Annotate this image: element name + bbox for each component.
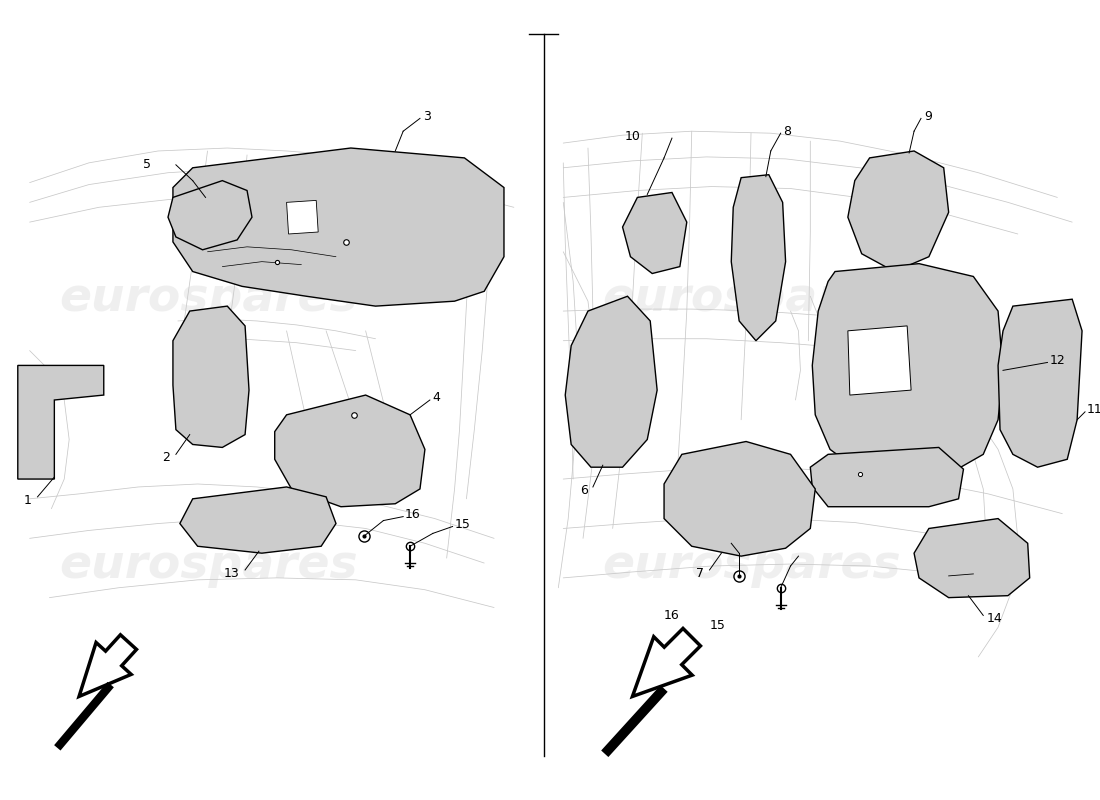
Text: 15: 15 xyxy=(454,518,471,531)
Polygon shape xyxy=(848,151,948,271)
Text: 13: 13 xyxy=(223,567,239,581)
Text: 5: 5 xyxy=(143,158,151,171)
Polygon shape xyxy=(168,181,252,250)
Polygon shape xyxy=(173,306,249,447)
Polygon shape xyxy=(275,395,425,506)
Polygon shape xyxy=(811,447,964,506)
Text: 12: 12 xyxy=(1049,354,1065,367)
Polygon shape xyxy=(664,442,815,556)
Text: 10: 10 xyxy=(625,130,640,142)
Text: 11: 11 xyxy=(1087,403,1100,416)
Polygon shape xyxy=(623,193,686,274)
Polygon shape xyxy=(179,487,336,553)
Text: 6: 6 xyxy=(580,485,588,498)
Polygon shape xyxy=(732,174,785,341)
Text: 16: 16 xyxy=(405,508,421,521)
Polygon shape xyxy=(173,148,504,306)
Text: 15: 15 xyxy=(710,619,725,632)
Polygon shape xyxy=(287,200,318,234)
Text: 14: 14 xyxy=(987,612,1002,625)
Text: eurospares: eurospares xyxy=(603,276,901,321)
Polygon shape xyxy=(848,326,911,395)
Text: 3: 3 xyxy=(422,110,431,123)
Text: 1: 1 xyxy=(24,494,32,507)
Text: 8: 8 xyxy=(782,125,791,138)
Text: 9: 9 xyxy=(924,110,932,123)
Polygon shape xyxy=(565,296,657,467)
Text: eurospares: eurospares xyxy=(59,543,358,588)
Text: 16: 16 xyxy=(664,609,680,622)
FancyArrow shape xyxy=(632,629,701,697)
Text: 2: 2 xyxy=(162,451,170,464)
Text: eurospares: eurospares xyxy=(59,276,358,321)
Polygon shape xyxy=(812,264,1003,479)
Polygon shape xyxy=(18,366,103,479)
Text: eurospares: eurospares xyxy=(603,543,901,588)
Polygon shape xyxy=(914,518,1030,598)
Polygon shape xyxy=(998,299,1082,467)
Text: 4: 4 xyxy=(432,390,441,403)
FancyArrow shape xyxy=(79,634,136,697)
Text: 7: 7 xyxy=(695,567,704,581)
